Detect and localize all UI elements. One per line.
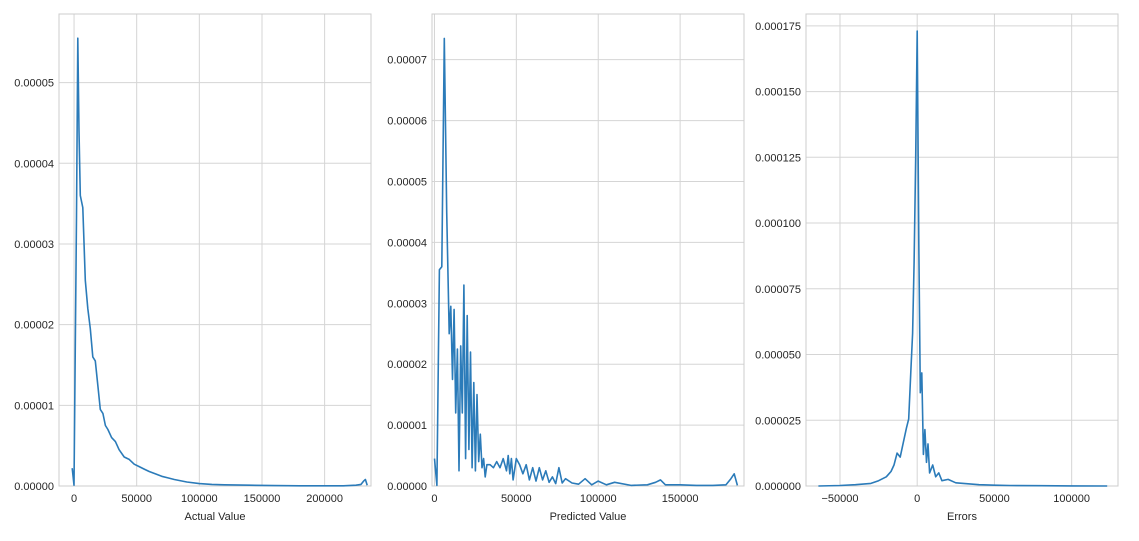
x-axis-label: Actual Value (185, 511, 246, 523)
subplot-1: 0 50000 100000 150000 200000 0.00000 0.00001 0.… (14, 13, 372, 523)
y-tick-label: 0.000125 (755, 152, 801, 164)
x-tick-label: 100000 (181, 493, 218, 505)
x-axis-label: Errors (947, 511, 977, 523)
x-tick-label: 150000 (662, 493, 699, 505)
x-tick-label: 100000 (580, 493, 617, 505)
y-tick-label: 0.00004 (387, 237, 427, 249)
subplot-3: −50000 0 50000 100000 0.000000 0.000025 0.0000… (755, 13, 1119, 523)
y-tick-label: 0.000175 (755, 21, 801, 33)
y-tick-label: 0.00000 (387, 481, 427, 493)
x-tick-label: −50000 (821, 493, 858, 505)
y-tick-label: 0.000000 (755, 481, 801, 493)
y-tick-label: 0.000150 (755, 87, 801, 99)
x-tick-label: 0 (914, 493, 920, 505)
x-tick-label: 50000 (501, 493, 532, 505)
axes-frame (58, 13, 372, 487)
x-tick-label: 0 (431, 493, 437, 505)
axes-frame (805, 13, 1119, 487)
x-tick-label: 100000 (1053, 493, 1090, 505)
y-tick-label: 0.00003 (14, 239, 54, 251)
y-tick-label: 0.000025 (755, 415, 801, 427)
y-tick-label: 0.00005 (14, 78, 54, 90)
x-tick-label: 50000 (979, 493, 1010, 505)
density-line (433, 37, 739, 487)
y-tick-label: 0.000075 (755, 284, 801, 296)
y-tick-label: 0.00001 (387, 420, 427, 432)
y-tick-label: 0.00006 (387, 116, 427, 128)
y-tick-label: 0.00000 (14, 481, 54, 493)
y-tick-label: 0.00004 (14, 158, 54, 170)
y-tick-label: 0.000050 (755, 350, 801, 362)
x-tick-label: 150000 (244, 493, 281, 505)
x-axis-label: Predicted Value (550, 511, 627, 523)
y-tick-label: 0.000100 (755, 218, 801, 230)
x-tick-label: 0 (71, 493, 77, 505)
y-tick-label: 0.00002 (387, 359, 427, 371)
x-tick-label: 200000 (306, 493, 343, 505)
subplot-2: 0 50000 100000 150000 0.00000 0.00001 0.00002 0… (387, 13, 745, 523)
y-tick-label: 0.00002 (14, 320, 54, 332)
y-tick-label: 0.00005 (387, 176, 427, 188)
density-line (818, 30, 1108, 487)
x-tick-label: 50000 (121, 493, 152, 505)
density-line (71, 37, 368, 487)
y-tick-label: 0.00003 (387, 298, 427, 310)
y-tick-label: 0.00001 (14, 400, 54, 412)
y-tick-label: 0.00007 (387, 55, 427, 67)
axes-frame (431, 13, 745, 487)
